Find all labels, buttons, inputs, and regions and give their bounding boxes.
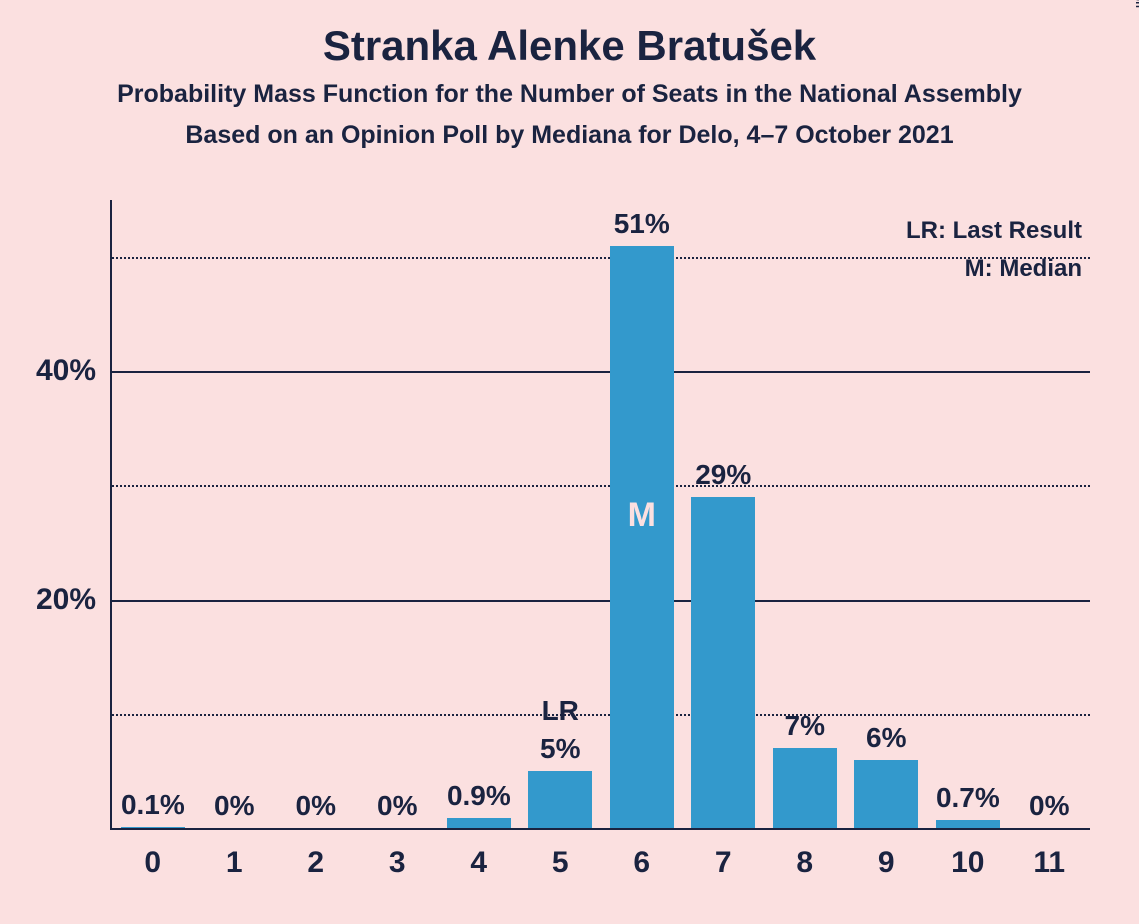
x-tick-label: 7	[715, 828, 732, 880]
bar-value-label: 51%	[610, 208, 674, 246]
lr-annotation: LR	[528, 695, 592, 771]
y-tick-label: 20%	[36, 583, 112, 617]
x-tick-label: 8	[796, 828, 813, 880]
bar-value-label: 0.1%	[121, 789, 185, 827]
x-tick-label: 6	[633, 828, 650, 880]
x-tick-label: 2	[307, 828, 324, 880]
x-tick-label: 1	[226, 828, 243, 880]
x-tick-label: 11	[1033, 828, 1065, 880]
bar-value-label: 0%	[1017, 790, 1081, 828]
gridline-major	[112, 600, 1090, 602]
bar-value-label: 6%	[854, 722, 918, 760]
x-tick-label: 0	[144, 828, 161, 880]
bar: 0.7%	[936, 820, 1000, 828]
bar: 6%	[854, 760, 918, 829]
gridline-minor	[112, 485, 1090, 487]
gridline-minor	[112, 714, 1090, 716]
x-tick-label: 5	[552, 828, 569, 880]
y-tick-label: 40%	[36, 354, 112, 388]
bar: 0.9%	[447, 818, 511, 828]
x-tick-label: 9	[878, 828, 895, 880]
chart-title: Stranka Alenke Bratušek	[0, 22, 1139, 70]
legend-lr: LR: Last Result	[906, 217, 1082, 245]
chart-area: LR: Last Result M: Median 20%40%0.1%00%1…	[110, 200, 1090, 830]
bar: 51%M	[610, 246, 674, 828]
bar: 29%	[691, 497, 755, 828]
title-block: Stranka Alenke Bratušek Probability Mass…	[0, 0, 1139, 150]
plot-region: LR: Last Result M: Median 20%40%0.1%00%1…	[110, 200, 1090, 830]
bar-value-label: 0.9%	[447, 780, 511, 818]
x-tick-label: 3	[389, 828, 406, 880]
x-tick-label: 10	[951, 828, 984, 880]
bar-value-label: 0%	[365, 790, 429, 828]
bar-value-label: 0%	[284, 790, 348, 828]
bar-value-label: 29%	[691, 459, 755, 497]
bar-value-label: 0%	[202, 790, 266, 828]
copyright-text: © 2021 Filip van Laenen	[1133, 0, 1139, 8]
chart-subtitle-2: Based on an Opinion Poll by Mediana for …	[0, 121, 1139, 150]
median-annotation: M	[610, 496, 674, 535]
bar: 5%LR	[528, 771, 592, 828]
bar-value-label: 7%	[773, 710, 837, 748]
gridline-minor	[112, 257, 1090, 259]
x-tick-label: 4	[470, 828, 487, 880]
bar: 7%	[773, 748, 837, 828]
gridline-major	[112, 371, 1090, 373]
chart-subtitle-1: Probability Mass Function for the Number…	[0, 80, 1139, 109]
bar-value-label: 0.7%	[936, 782, 1000, 820]
